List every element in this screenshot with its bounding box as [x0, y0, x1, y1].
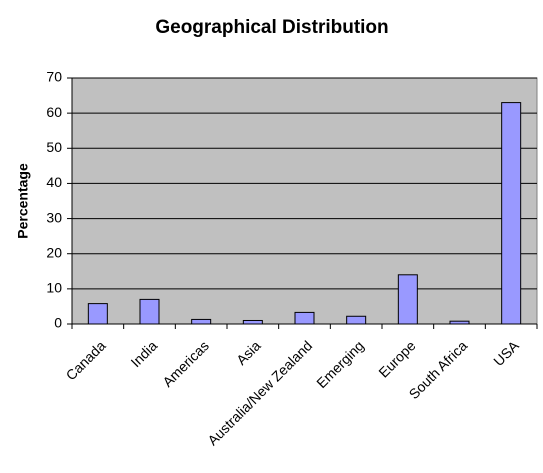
bar [87, 303, 108, 325]
y-tick-label: 20 [46, 244, 62, 260]
x-tick-label: India [127, 337, 160, 370]
y-tick-label: 0 [54, 315, 62, 331]
y-tick-label: 50 [46, 139, 62, 155]
y-tick-label: 70 [46, 69, 62, 85]
x-tick-label: Canada [63, 337, 109, 383]
y-tick-label: 40 [46, 174, 62, 190]
chart-title: Geographical Distribution [155, 17, 388, 38]
x-tick-label: USA [490, 337, 522, 369]
y-tick-label: 60 [46, 104, 62, 120]
bar [242, 319, 263, 325]
x-tick-label: Europe [375, 337, 418, 380]
bar [346, 315, 367, 325]
plot-area [71, 77, 538, 325]
x-tick-label: Emerging [313, 337, 367, 391]
y-tick-label: 30 [46, 209, 62, 225]
bar [397, 274, 418, 325]
x-tick-label: Australia/New Zealand [204, 337, 315, 448]
x-tick-label: Asia [233, 337, 264, 368]
bar [139, 298, 160, 325]
bar [294, 311, 315, 325]
x-tick-label: Americas [159, 337, 212, 390]
y-axis-label: Percentage [15, 163, 31, 239]
bar [501, 102, 522, 325]
y-tick-label: 10 [46, 280, 62, 296]
bar [191, 318, 212, 325]
